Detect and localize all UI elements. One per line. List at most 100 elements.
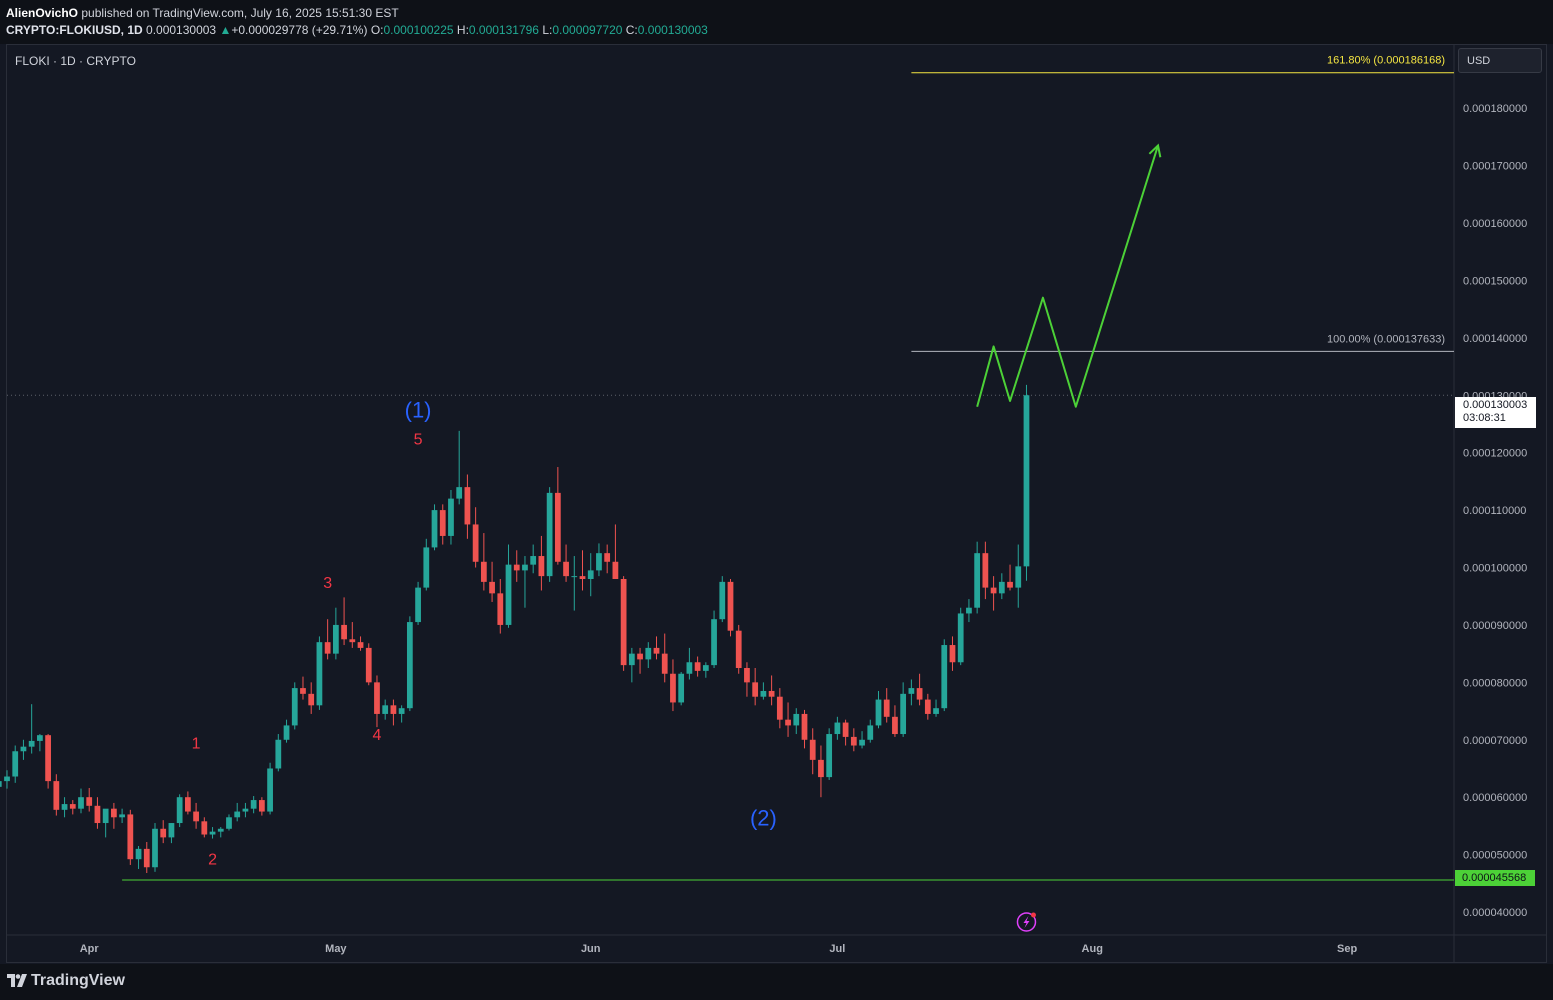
candle-body bbox=[365, 647, 372, 683]
candle-body bbox=[341, 624, 347, 640]
candle-body bbox=[661, 653, 668, 674]
candle-body bbox=[308, 693, 315, 706]
candle-body bbox=[448, 498, 454, 536]
candle-body bbox=[793, 713, 800, 726]
candle-body bbox=[143, 848, 150, 868]
candle-body bbox=[184, 797, 191, 812]
candle-body bbox=[267, 768, 273, 812]
candle-body bbox=[604, 553, 611, 562]
candle-body bbox=[226, 817, 232, 829]
open-label: O: bbox=[370, 23, 384, 37]
low-value: 0.000097720 bbox=[552, 23, 623, 37]
minor-wave-label: 2 bbox=[208, 852, 217, 869]
ohlc-line: CRYPTO:FLOKIUSD, 1D 0.000130003 ▲+0.0000… bbox=[6, 23, 708, 37]
candle-body bbox=[744, 668, 750, 683]
candle-body bbox=[1023, 395, 1030, 567]
bar-countdown: 03:08:31 bbox=[1463, 412, 1506, 424]
candle-body bbox=[883, 699, 890, 717]
candle-body bbox=[620, 579, 627, 666]
candle-body bbox=[653, 647, 660, 654]
candle-body bbox=[4, 776, 10, 782]
projection-path bbox=[976, 145, 1159, 408]
candle-body bbox=[349, 639, 356, 643]
y-tick-label: 0.000100000 bbox=[1463, 563, 1527, 575]
candle-body bbox=[735, 630, 742, 668]
candle-body bbox=[867, 725, 874, 740]
candle-body bbox=[538, 556, 545, 577]
price-change: +0.000029778 (+29.71%) bbox=[231, 23, 368, 37]
candle-body bbox=[924, 699, 931, 714]
candle-body bbox=[209, 831, 216, 835]
projection-arrowhead bbox=[1148, 143, 1162, 158]
tradingview-logo[interactable]: TradingView bbox=[7, 972, 125, 990]
x-tick-label: Jun bbox=[581, 943, 601, 955]
candle-body bbox=[596, 553, 602, 571]
candle-body bbox=[563, 561, 569, 577]
publish-header: AlienOvichO published on TradingView.com… bbox=[0, 0, 1553, 44]
candle-body bbox=[612, 561, 619, 579]
candle-body bbox=[916, 688, 923, 700]
candle-body bbox=[374, 682, 380, 714]
y-tick-label: 0.000180000 bbox=[1463, 103, 1527, 115]
fib-level-label: 100.00% (0.000137633) bbox=[1327, 333, 1445, 345]
candle-body bbox=[12, 751, 19, 777]
candle-body bbox=[439, 510, 446, 536]
candle-body bbox=[127, 814, 134, 860]
candle-body bbox=[834, 722, 841, 735]
candle-body bbox=[45, 735, 51, 782]
candle-body bbox=[842, 722, 849, 737]
candle-body bbox=[966, 607, 972, 614]
footer bbox=[0, 964, 1553, 1000]
candle-body bbox=[390, 705, 397, 714]
y-tick-label: 0.000090000 bbox=[1463, 620, 1527, 632]
candle-body bbox=[464, 487, 471, 525]
candle-body bbox=[785, 719, 791, 726]
candle-body bbox=[670, 673, 676, 703]
x-tick-label: Aug bbox=[1082, 943, 1103, 955]
candle-body bbox=[119, 814, 125, 818]
candle-body bbox=[513, 564, 520, 571]
major-wave-label: (1) bbox=[405, 398, 432, 423]
candle-body bbox=[505, 564, 512, 625]
candle-body bbox=[283, 725, 290, 740]
candle-body bbox=[686, 662, 693, 674]
close-label: C: bbox=[625, 23, 638, 37]
y-tick-label: 0.000150000 bbox=[1463, 275, 1527, 287]
candle-body bbox=[332, 624, 339, 654]
y-tick-label: 0.000170000 bbox=[1463, 161, 1527, 173]
candle-body bbox=[702, 665, 709, 671]
symbol-interval: CRYPTO:FLOKIUSD, 1D bbox=[6, 23, 143, 37]
candle-body bbox=[480, 561, 487, 582]
candle-body bbox=[776, 696, 783, 720]
minor-wave-label: 4 bbox=[373, 727, 382, 744]
candle-body bbox=[135, 848, 142, 860]
candle-body bbox=[628, 653, 635, 666]
candle-body bbox=[1015, 566, 1022, 588]
close-value: 0.000130003 bbox=[637, 23, 708, 37]
fib-level-label: 161.80% (0.000186168) bbox=[1327, 55, 1445, 67]
y-tick-label: 0.000080000 bbox=[1463, 677, 1527, 689]
candle-body bbox=[933, 708, 939, 714]
candle-body bbox=[456, 487, 463, 499]
author-name[interactable]: AlienOvichO bbox=[6, 6, 79, 20]
publish-text: published on TradingView.com, July 16, 2… bbox=[81, 6, 399, 20]
candle-body bbox=[382, 705, 389, 714]
minor-wave-label: 5 bbox=[414, 431, 423, 448]
chart-legend-title: FLOKI · 1D · CRYPTO bbox=[15, 54, 136, 68]
candle-body bbox=[1007, 581, 1013, 588]
candle-body bbox=[0, 781, 2, 787]
candle-body bbox=[859, 739, 865, 746]
candle-body bbox=[78, 797, 84, 809]
candle-body bbox=[242, 808, 249, 812]
chart-frame[interactable] bbox=[6, 44, 1547, 963]
candle-body bbox=[678, 673, 685, 703]
y-tick-label: 0.000110000 bbox=[1463, 505, 1526, 517]
currency-button[interactable]: USD bbox=[1458, 48, 1542, 73]
support-price-tag: 0.000045568 bbox=[1455, 870, 1535, 886]
x-tick-label: May bbox=[325, 943, 347, 955]
candle-body bbox=[86, 797, 93, 806]
candle-body bbox=[571, 576, 578, 578]
candle-body bbox=[258, 800, 265, 812]
y-tick-label: 0.000060000 bbox=[1463, 792, 1527, 804]
